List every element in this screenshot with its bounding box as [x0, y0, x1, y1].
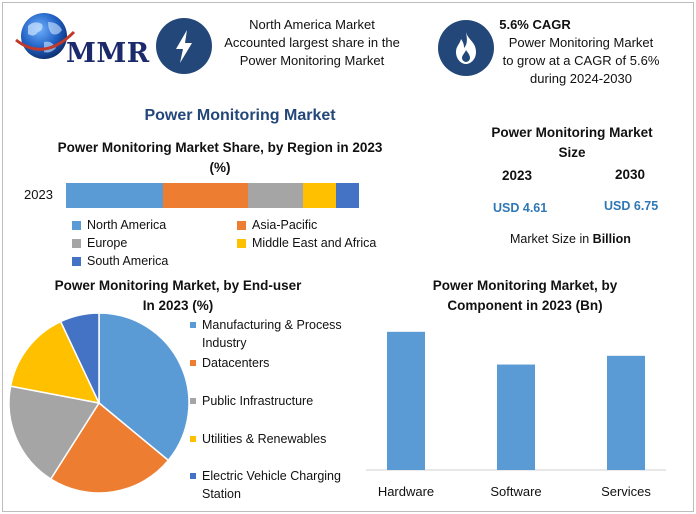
region-fact-line: Accounted largest share in the: [224, 35, 400, 50]
legend-swatch: [72, 238, 81, 248]
pie-slice-1: [98, 312, 190, 462]
region-segment-europe: [247, 183, 304, 208]
legend-swatch: [237, 220, 246, 230]
pie-legend-item: Public Infrastructure: [202, 392, 313, 410]
component-bar-chart: Hardware Software Services: [366, 331, 666, 499]
region-legend: North America Asia-Pacific Europe Middle…: [72, 218, 402, 274]
x-tick-label: Hardware: [378, 484, 434, 499]
lightning-badge: [156, 18, 212, 74]
pie-legend-line: Public Infrastructure: [202, 394, 314, 408]
year-2030: 2030: [615, 167, 646, 182]
pie-legend-item: Datacenters: [202, 354, 269, 372]
region-segment-middle-east-and-africa: [303, 183, 336, 208]
legend-swatch: [72, 220, 81, 230]
pie-legend-swatch: [190, 322, 196, 328]
legend-south-america: South America: [72, 254, 168, 268]
pie-legend-swatch: [190, 436, 196, 442]
pie-legend-line: Datacenters: [202, 356, 270, 370]
main-title: Power Monitoring Market: [144, 107, 336, 124]
pie-legend-item: Manufacturing & Process Industry: [202, 316, 342, 352]
market-size-2023: USD 4.61: [493, 201, 548, 215]
pie-legend-swatch: [190, 360, 196, 366]
pie-legend-line: Utilities & Renewables: [202, 432, 327, 446]
region-stacked-bar: [66, 183, 359, 208]
market-size-title-line: Power Monitoring Market: [491, 125, 653, 140]
bar-software: [497, 364, 535, 470]
region-fact-line: North America Market: [249, 17, 375, 32]
legend-label: Middle East and Africa: [252, 236, 377, 250]
region-chart-title: Power Monitoring Market Share, by Region…: [48, 138, 392, 178]
pie-legend-swatch: [190, 398, 196, 404]
globe-icon: [15, 13, 76, 59]
enduser-chart-title-line: In 2023 (%): [142, 298, 214, 313]
pie-legend-line: Electric Vehicle Charging: [202, 469, 341, 483]
cagr-line: Power Monitoring Market: [508, 35, 654, 50]
market-size-note-text: Market Size in: [510, 232, 593, 246]
legend-mea: Middle East and Africa: [237, 236, 376, 250]
legend-asia-pacific: Asia-Pacific: [237, 218, 317, 232]
legend-label: Europe: [87, 236, 128, 250]
cagr-line: to grow at a CAGR of 5.6%: [502, 53, 660, 68]
market-size-note: Market Size in Billion: [510, 232, 631, 246]
pie-slice-5: [59, 312, 100, 404]
region-category-label: 2023: [24, 187, 53, 202]
market-size-2030: USD 6.75: [604, 199, 659, 213]
brand-name: MMR: [66, 38, 150, 69]
region-fact-line: Power Monitoring Market: [239, 53, 385, 68]
legend-swatch: [72, 256, 81, 266]
region-segment-north-america: [66, 183, 163, 208]
region-segment-south-america: [335, 183, 359, 208]
bar-services: [607, 355, 645, 470]
market-size-note-unit: Billion: [592, 232, 631, 246]
legend-label: North America: [87, 218, 167, 232]
x-tick-label: Software: [490, 484, 541, 499]
pie-legend-line: Station: [202, 487, 241, 501]
legend-label: Asia-Pacific: [252, 218, 318, 232]
flame-badge: [438, 20, 494, 76]
pie-legend: Manufacturing & Process Industry Datacen…: [190, 316, 365, 506]
year-2023: 2023: [502, 168, 533, 183]
legend-europe: Europe: [72, 236, 127, 250]
legend-label: South America: [87, 254, 169, 268]
pie-legend-swatch: [190, 473, 196, 479]
cagr-title: 5.6% CAGR: [499, 17, 571, 32]
region-chart-title-text: Power Monitoring Market Share, by Region…: [57, 140, 383, 175]
pie-legend-item: Utilities & Renewables: [202, 430, 326, 448]
market-size-title-line: Size: [558, 145, 586, 160]
brand-logo: MMR: [14, 8, 149, 69]
pie-slice-4: [9, 320, 101, 405]
cagr-line: during 2024-2030: [530, 71, 632, 86]
pie-legend-line: Industry: [202, 336, 247, 350]
enduser-chart-title-line: Power Monitoring Market, by End-user: [54, 278, 302, 293]
component-chart-title-line: Power Monitoring Market, by: [432, 278, 618, 293]
enduser-pie-chart: [8, 312, 190, 494]
pie-legend-line: Manufacturing & Process: [202, 318, 342, 332]
component-chart-title: Power Monitoring Market, by Component in…: [390, 276, 660, 316]
region-fact: North America Market Accounted largest s…: [214, 16, 410, 70]
component-chart-title-line: Component in 2023 (Bn): [447, 298, 603, 313]
lightning-icon: [176, 30, 192, 63]
market-size-title: Power Monitoring Market Size: [470, 123, 674, 163]
pie-slice-2: [49, 401, 170, 494]
flame-icon: [456, 32, 476, 64]
legend-swatch: [237, 238, 246, 248]
enduser-chart-title: Power Monitoring Market, by End-user In …: [34, 276, 322, 316]
region-segment-asia-pacific: [162, 183, 248, 208]
pie-slice-3: [8, 385, 101, 481]
x-tick-label: Services: [601, 484, 651, 499]
bar-hardware: [387, 331, 425, 470]
pie-legend-item: Electric Vehicle Charging Station: [202, 467, 341, 503]
legend-north-america: North America: [72, 218, 166, 232]
cagr-fact: 5.6% CAGR Power Monitoring Market to gro…: [496, 16, 666, 88]
